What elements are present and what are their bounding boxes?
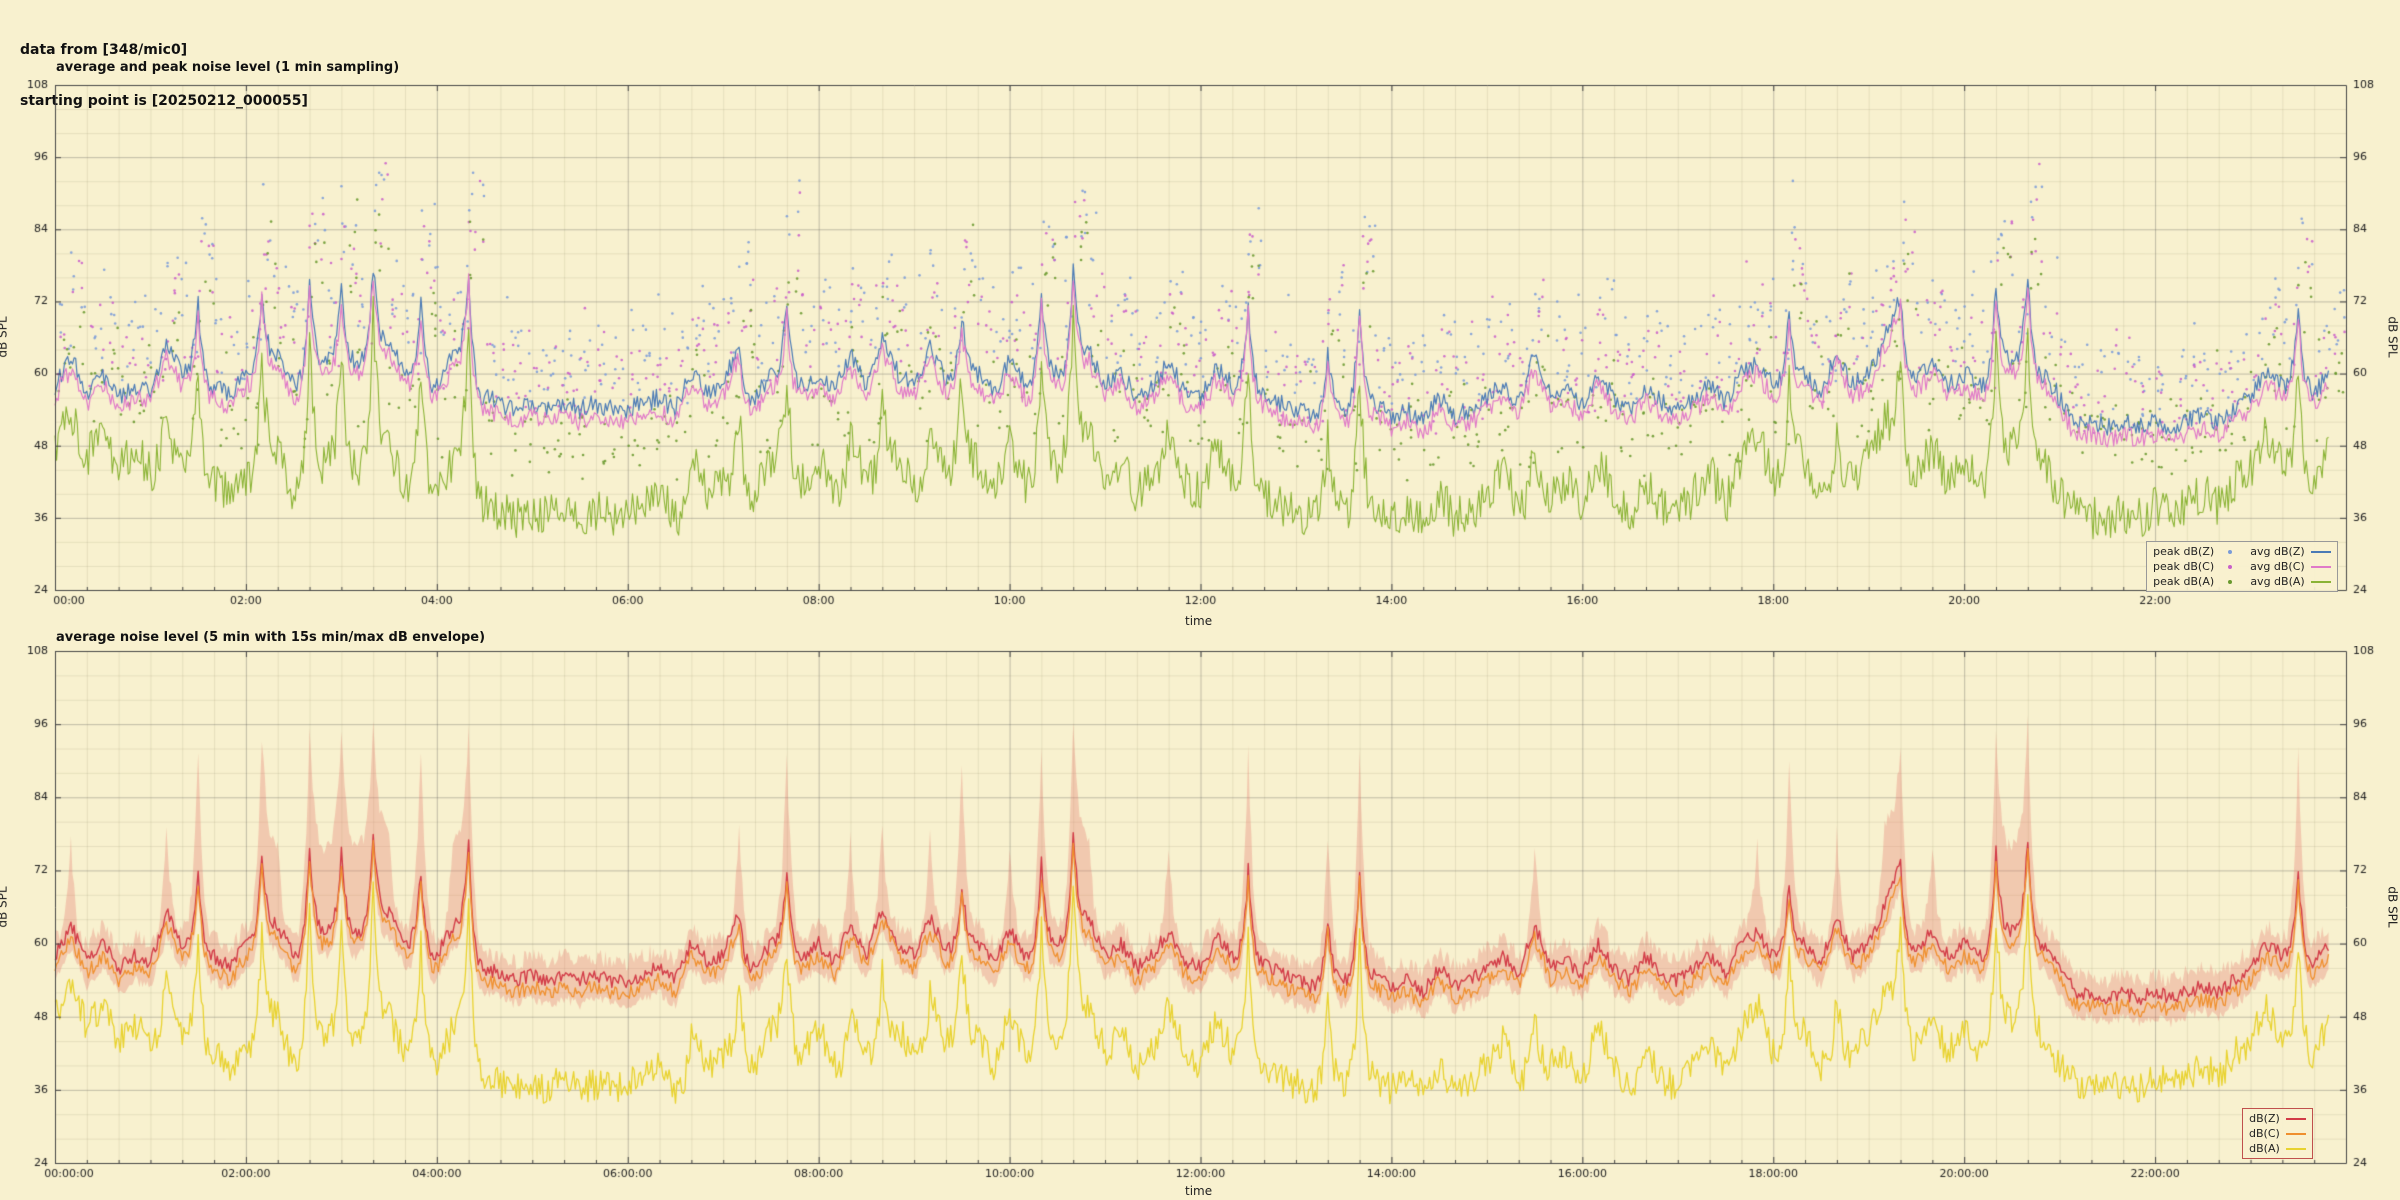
avg-peak-chart-canvas [0,80,2400,625]
top-y-axis-label-left: dB SPL [0,316,10,358]
legend-line-swatch-icon [2310,580,2331,583]
top-x-axis-label-time: time [1185,614,1213,628]
legend-label: peak dB(C) [2153,560,2215,573]
legend-line-column: avg dB(Z) avg dB(C) avg dB(A) [2250,545,2331,588]
legend-entry: avg dB(Z) [2250,545,2331,558]
legend-dot-swatch-icon [2220,548,2240,556]
legend-entry: dB(Z) [2249,1112,2306,1125]
legend-entry: peak dB(Z) [2153,545,2240,558]
legend-label: dB(Z) [2249,1112,2280,1125]
legend-entry: avg dB(A) [2250,575,2331,588]
top-y-axis-label-right: dB SPL [2385,316,2400,358]
legend-scatter-column: peak dB(Z) peak dB(C) peak dB(A) [2153,545,2240,588]
bottom-x-axis-label-time: time [1185,1184,1213,1198]
legend-label: avg dB(A) [2250,575,2305,588]
legend-dot-swatch-icon [2220,578,2240,586]
bottom-y-axis-label-left: dB SPL [0,886,10,928]
legend-entry: avg dB(C) [2250,560,2331,573]
legend-label: peak dB(A) [2153,575,2215,588]
legend-label: avg dB(C) [2250,560,2305,573]
bottom-chart-title: average noise level (5 min with 15s min/… [56,630,486,645]
legend-line-swatch-icon [2310,550,2331,553]
avg-envelope-chart-canvas [0,646,2400,1196]
legend-entry: peak dB(C) [2153,560,2240,573]
legend-line-swatch-icon [2285,1147,2306,1150]
top-chart-title: average and peak noise level (1 min samp… [56,60,400,75]
legend-entry: dB(A) [2249,1142,2306,1155]
legend-label: dB(C) [2249,1127,2280,1140]
legend-dot-swatch-icon [2220,563,2240,571]
legend-line-swatch-icon [2285,1117,2306,1120]
header-data-source: data from [348/mic0] [20,42,188,58]
legend-label: peak dB(Z) [2153,545,2215,558]
legend-label: avg dB(Z) [2250,545,2305,558]
top-chart-legend: peak dB(Z) peak dB(C) peak dB(A) avg dB(Z) a… [2146,541,2338,592]
bottom-chart-legend: dB(Z) dB(C) dB(A) [2242,1108,2313,1159]
legend-entry: peak dB(A) [2153,575,2240,588]
legend-label: dB(A) [2249,1142,2280,1155]
bottom-y-axis-label-right: dB SPL [2385,886,2400,928]
legend-line-swatch-icon [2310,565,2331,568]
legend-line-swatch-icon [2285,1132,2306,1135]
legend-entry: dB(C) [2249,1127,2306,1140]
legend-line-column: dB(Z) dB(C) dB(A) [2249,1112,2306,1155]
